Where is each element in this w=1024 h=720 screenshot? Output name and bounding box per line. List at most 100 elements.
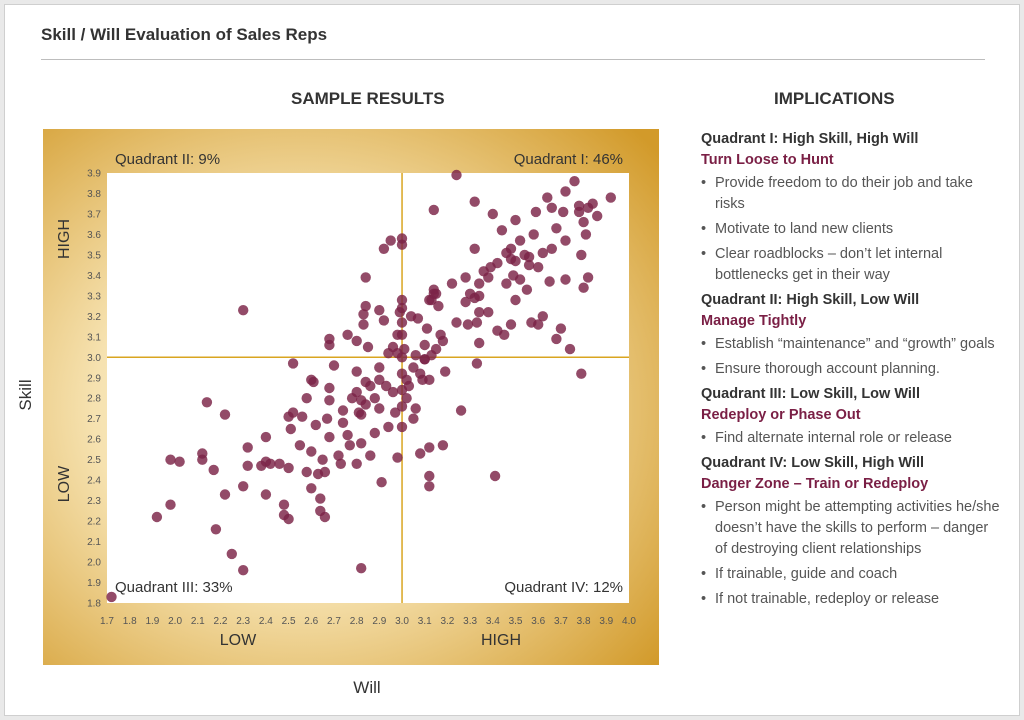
- data-point: [460, 272, 471, 283]
- data-point: [365, 450, 376, 461]
- x-tick-label: 4.0: [622, 616, 636, 627]
- data-point: [587, 198, 598, 209]
- data-point: [242, 442, 253, 453]
- data-point: [294, 440, 306, 451]
- data-point: [514, 235, 526, 246]
- data-point: [387, 386, 399, 398]
- data-point: [578, 282, 589, 293]
- data-point: [324, 333, 335, 345]
- y-tick-label: 3.9: [87, 169, 101, 180]
- data-point: [238, 305, 249, 316]
- data-point: [580, 229, 592, 240]
- x-tick-label: 3.1: [418, 616, 432, 627]
- data-point: [403, 380, 415, 392]
- implication-bullet: Clear roadblocks – don’t let internal bo…: [701, 244, 1001, 286]
- data-point: [344, 440, 355, 451]
- data-point: [474, 290, 485, 302]
- x-tick-label: 2.0: [168, 616, 182, 627]
- data-point: [437, 440, 449, 451]
- implication-bullet: Establish “maintenance” and “growth” goa…: [701, 334, 1001, 355]
- page-title: Skill / Will Evaluation of Sales Reps: [41, 25, 328, 44]
- data-point: [356, 409, 367, 420]
- data-point: [530, 206, 542, 218]
- y-tick-label: 1.9: [87, 578, 101, 589]
- data-point: [415, 448, 426, 459]
- y-tick-label: 2.8: [87, 394, 101, 405]
- data-point: [421, 323, 433, 334]
- data-point: [260, 489, 272, 500]
- y-tick-label: 2.4: [87, 476, 101, 487]
- data-point: [521, 284, 533, 295]
- quadrant-implication-2: Quadrant II: High Skill, Low Will Manage …: [701, 290, 1001, 380]
- y-tick-label: 3.8: [87, 189, 101, 200]
- implication-title: Quadrant II: High Skill, Low Will: [701, 292, 920, 308]
- x-tick-label: 1.8: [123, 616, 137, 627]
- x-zone-high-label: HIGH: [481, 632, 521, 649]
- y-tick-label: 2.0: [87, 558, 101, 569]
- data-point: [378, 243, 390, 254]
- data-point: [396, 294, 408, 306]
- data-point: [437, 335, 449, 347]
- data-point: [569, 176, 580, 187]
- data-point: [474, 278, 485, 289]
- data-point: [197, 454, 208, 465]
- data-point: [451, 317, 462, 328]
- y-tick-label: 3.2: [87, 312, 101, 323]
- data-point: [335, 458, 346, 469]
- data-point: [242, 460, 253, 471]
- data-point: [396, 401, 408, 412]
- scatter-chart: 1.7 1.8 1.9 2.0 2.1 2.2 2.3 2.4 2.5 2.6 2.7 2.8 2.9 3…: [16, 129, 659, 697]
- implications-heading: IMPLICATIONS: [774, 89, 895, 108]
- x-axis-title: Will: [353, 678, 380, 697]
- data-point: [356, 563, 367, 574]
- data-point: [315, 493, 326, 504]
- implication-action: Manage Tightly: [701, 313, 807, 329]
- data-point: [396, 239, 408, 250]
- x-tick-label: 3.7: [554, 616, 568, 627]
- y-tick-label: 2.1: [87, 537, 101, 548]
- sample-results-heading: SAMPLE RESULTS: [291, 89, 445, 108]
- x-tick-label: 1.7: [100, 616, 114, 627]
- title-divider: [41, 59, 985, 60]
- data-point: [301, 466, 312, 478]
- data-point: [374, 403, 385, 414]
- data-point: [460, 296, 471, 308]
- data-point: [360, 300, 371, 312]
- implication-bullet: Provide freedom to do their job and take…: [701, 173, 1001, 215]
- y-tick-label: 3.5: [87, 250, 101, 261]
- implication-bullets: Person might be attempting activities he…: [701, 497, 1001, 610]
- quadrant-implication-4: Quadrant IV: Low Skill, High Will Danger …: [701, 453, 1001, 610]
- data-point: [392, 452, 403, 463]
- x-tick-label: 2.3: [236, 616, 250, 627]
- x-tick-label: 3.2: [440, 616, 454, 627]
- data-point: [483, 272, 494, 283]
- data-point: [351, 366, 362, 377]
- data-point: [319, 511, 331, 523]
- y-tick-label: 2.9: [87, 373, 101, 384]
- implication-action: Redeploy or Phase Out: [701, 407, 861, 423]
- data-point: [510, 255, 521, 267]
- x-tick-label: 3.0: [395, 616, 409, 627]
- x-tick-label: 2.6: [304, 616, 318, 627]
- data-point: [358, 309, 369, 320]
- data-point: [328, 360, 340, 371]
- data-point: [376, 477, 387, 488]
- data-point: [285, 423, 296, 435]
- x-tick-label: 2.7: [327, 616, 341, 627]
- data-point: [533, 319, 544, 330]
- data-point: [342, 329, 353, 340]
- quadrant-1-label: Quadrant I: 46%: [514, 151, 623, 168]
- data-point: [374, 305, 385, 316]
- data-point: [321, 413, 333, 424]
- data-point: [260, 431, 272, 443]
- data-point: [430, 288, 442, 299]
- data-point: [578, 216, 589, 228]
- data-point: [576, 249, 587, 261]
- data-point: [544, 276, 555, 287]
- data-point: [358, 319, 369, 330]
- data-point: [489, 470, 501, 482]
- implication-bullet: Find alternate internal role or release: [701, 428, 1001, 449]
- data-point: [471, 317, 483, 328]
- implication-bullet: Motivate to land new clients: [701, 219, 1001, 240]
- data-point: [505, 319, 517, 330]
